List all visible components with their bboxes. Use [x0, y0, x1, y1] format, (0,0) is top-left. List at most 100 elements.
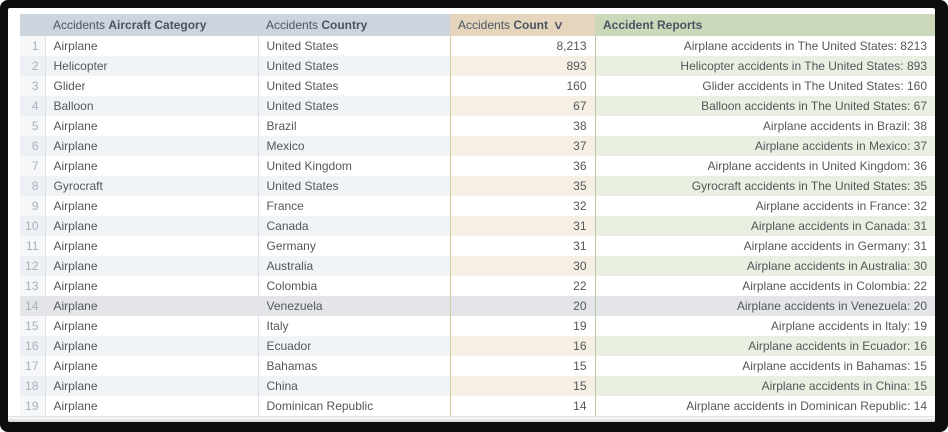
table-row[interactable]: 11 Airplane Germany 31 Airplane accidents in…: [20, 236, 935, 256]
cell-aircraft-category: Airplane: [44, 376, 258, 396]
row-number: 19: [20, 396, 45, 416]
row-number: 16: [20, 336, 45, 356]
cell-count: 37: [449, 136, 595, 156]
cell-aircraft-category: Airplane: [44, 356, 258, 376]
cell-aircraft-category: Airplane: [44, 156, 258, 176]
data-table-wrap: Accidents Aircraft Category Accidents Co…: [20, 14, 935, 416]
cell-accident-report: Airplane accidents in Venezuela: 20: [594, 296, 935, 316]
cell-count: 32: [449, 196, 595, 216]
horizontal-scrollbar[interactable]: [8, 416, 935, 422]
cell-country: Venezuela: [257, 296, 450, 316]
cell-country: Mexico: [257, 136, 450, 156]
header-accident-reports[interactable]: Accident Reports: [595, 14, 935, 36]
cell-country: Dominican Republic: [257, 396, 450, 416]
cell-aircraft-category: Airplane: [44, 276, 258, 296]
cell-count: 31: [449, 216, 595, 236]
table-row[interactable]: 10 Airplane Canada 31 Airplane accidents in …: [20, 216, 935, 236]
table-row[interactable]: 1 Airplane United States 8,213 Airplane acci…: [20, 36, 935, 56]
cell-country: Germany: [257, 236, 450, 256]
cell-aircraft-category: Airplane: [44, 196, 258, 216]
cell-country: Brazil: [257, 116, 450, 136]
table-row[interactable]: 2 Helicopter United States 893 Helicopter ac…: [20, 56, 935, 76]
header-prefix: Accidents: [53, 18, 109, 32]
table-row[interactable]: 18 Airplane China 15 Airplane accidents in C…: [20, 376, 935, 396]
cell-aircraft-category: Airplane: [44, 36, 258, 56]
cell-accident-report: Airplane accidents in Brazil: 38: [594, 116, 935, 136]
header-aircraft-category[interactable]: Accidents Aircraft Category: [45, 14, 258, 36]
cell-count: 67: [449, 96, 595, 116]
row-number: 12: [20, 256, 45, 276]
cell-country: United Kingdom: [257, 156, 450, 176]
cell-country: Canada: [257, 216, 450, 236]
table-row[interactable]: 6 Airplane Mexico 37 Airplane accidents in M…: [20, 136, 935, 156]
cell-country: United States: [257, 96, 450, 116]
cell-country: Bahamas: [257, 356, 450, 376]
cell-country: United States: [257, 56, 450, 76]
cell-country: United States: [257, 36, 450, 56]
header-count-sorted-desc[interactable]: Accidents Count ∨: [450, 14, 595, 36]
table-row[interactable]: 15 Airplane Italy 19 Airplane accidents in I…: [20, 316, 935, 336]
table-row[interactable]: 8 Gyrocraft United States 35 Gyrocraft accid…: [20, 176, 935, 196]
cell-count: 30: [449, 256, 595, 276]
header-row-number: [20, 14, 45, 36]
cell-count: 35: [449, 176, 595, 196]
table-row[interactable]: 19 Airplane Dominican Republic 14 Airplane a…: [20, 396, 935, 416]
row-number: 3: [20, 76, 45, 96]
row-number: 11: [20, 236, 45, 256]
cell-count: 15: [449, 356, 595, 376]
cell-count: 22: [449, 276, 595, 296]
table-row[interactable]: 12 Airplane Australia 30 Airplane accidents …: [20, 256, 935, 276]
cell-accident-report: Airplane accidents in Germany: 31: [594, 236, 935, 256]
cell-aircraft-category: Airplane: [44, 116, 258, 136]
table-row[interactable]: 9 Airplane France 32 Airplane accidents in F…: [20, 196, 935, 216]
cell-aircraft-category: Helicopter: [44, 56, 258, 76]
cell-count: 38: [449, 116, 595, 136]
header-label: Accident Reports: [603, 18, 703, 32]
cell-aircraft-category: Gyrocraft: [44, 176, 258, 196]
cell-count: 20: [449, 296, 595, 316]
cell-accident-report: Airplane accidents in Bahamas: 15: [594, 356, 935, 376]
table-row[interactable]: 7 Airplane United Kingdom 36 Airplane accide…: [20, 156, 935, 176]
header-label: Count: [513, 18, 549, 32]
cell-count: 8,213: [449, 36, 595, 56]
row-number: 7: [20, 156, 45, 176]
cell-accident-report: Helicopter accidents in The United State…: [594, 56, 935, 76]
accidents-table: Accidents Aircraft Category Accidents Co…: [20, 14, 935, 416]
chevron-down-icon: ∨: [552, 18, 565, 32]
row-number: 15: [20, 316, 45, 336]
cell-aircraft-category: Airplane: [44, 316, 258, 336]
results-panel: Accidents Aircraft Category Accidents Co…: [8, 8, 935, 422]
cell-country: Italy: [257, 316, 450, 336]
row-number: 2: [20, 56, 45, 76]
table-row[interactable]: 17 Airplane Bahamas 15 Airplane accidents in…: [20, 356, 935, 376]
cell-aircraft-category: Airplane: [44, 216, 258, 236]
row-number: 6: [20, 136, 45, 156]
cell-accident-report: Airplane accidents in Colombia: 22: [594, 276, 935, 296]
row-number: 5: [20, 116, 45, 136]
table-row[interactable]: 16 Airplane Ecuador 16 Airplane accidents in…: [20, 336, 935, 356]
cell-accident-report: Airplane accidents in China: 15: [594, 376, 935, 396]
table-row[interactable]: 13 Airplane Colombia 22 Airplane accidents i…: [20, 276, 935, 296]
cell-country: Australia: [257, 256, 450, 276]
cell-count: 16: [449, 336, 595, 356]
cell-count: 15: [449, 376, 595, 396]
cell-country: Colombia: [257, 276, 450, 296]
table-row[interactable]: 14 Airplane Venezuela 20 Airplane accidents …: [20, 296, 935, 316]
row-number: 13: [20, 276, 45, 296]
cell-count: 14: [449, 396, 595, 416]
table-row[interactable]: 5 Airplane Brazil 38 Airplane accidents in B…: [20, 116, 935, 136]
cell-count: 893: [449, 56, 595, 76]
header-country[interactable]: Accidents Country: [258, 14, 450, 36]
cell-accident-report: Airplane accidents in Canada: 31: [594, 216, 935, 236]
cell-accident-report: Airplane accidents in Dominican Republic…: [594, 396, 935, 416]
header-prefix: Accidents: [458, 18, 514, 32]
table-row[interactable]: 4 Balloon United States 67 Balloon accidents…: [20, 96, 935, 116]
cell-country: United States: [257, 76, 450, 96]
cell-count: 19: [449, 316, 595, 336]
cell-accident-report: Gyrocraft accidents in The United States…: [594, 176, 935, 196]
cell-aircraft-category: Airplane: [44, 236, 258, 256]
cell-aircraft-category: Airplane: [44, 336, 258, 356]
table-row[interactable]: 3 Glider United States 160 Glider accidents …: [20, 76, 935, 96]
cell-accident-report: Airplane accidents in The United States:…: [594, 36, 935, 56]
